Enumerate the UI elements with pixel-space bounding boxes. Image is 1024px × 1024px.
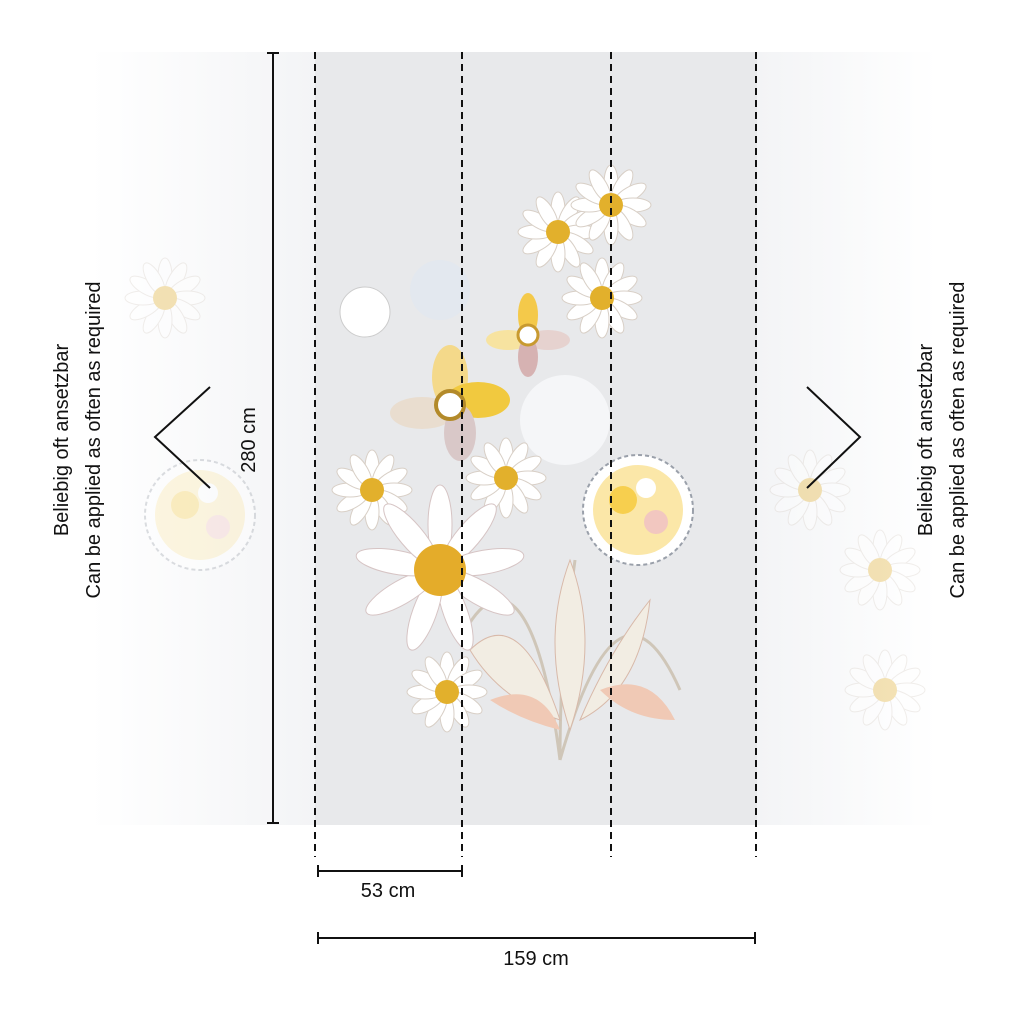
note-right-de: Beliebig oft ansetzbar: [915, 343, 937, 536]
chevron-left: [153, 386, 211, 489]
total-width-dimension: 159 cm: [317, 932, 756, 970]
height-dimension: 280 cm: [238, 52, 279, 824]
seam-lines: [314, 52, 757, 857]
faded-panel-left: [90, 52, 315, 825]
note-left-en: Can be applied as often as required: [83, 282, 105, 599]
note-right-en: Can be applied as often as required: [947, 282, 969, 599]
panel-width-label: 53 cm: [361, 880, 415, 902]
floral-illustration: [124, 164, 926, 761]
panel-width-dimension: 53 cm: [317, 865, 463, 902]
chevron-right: [806, 386, 862, 489]
note-left-de: Beliebig oft ansetzbar: [51, 343, 73, 536]
height-label: 280 cm: [238, 407, 260, 473]
total-width-label: 159 cm: [503, 948, 569, 970]
